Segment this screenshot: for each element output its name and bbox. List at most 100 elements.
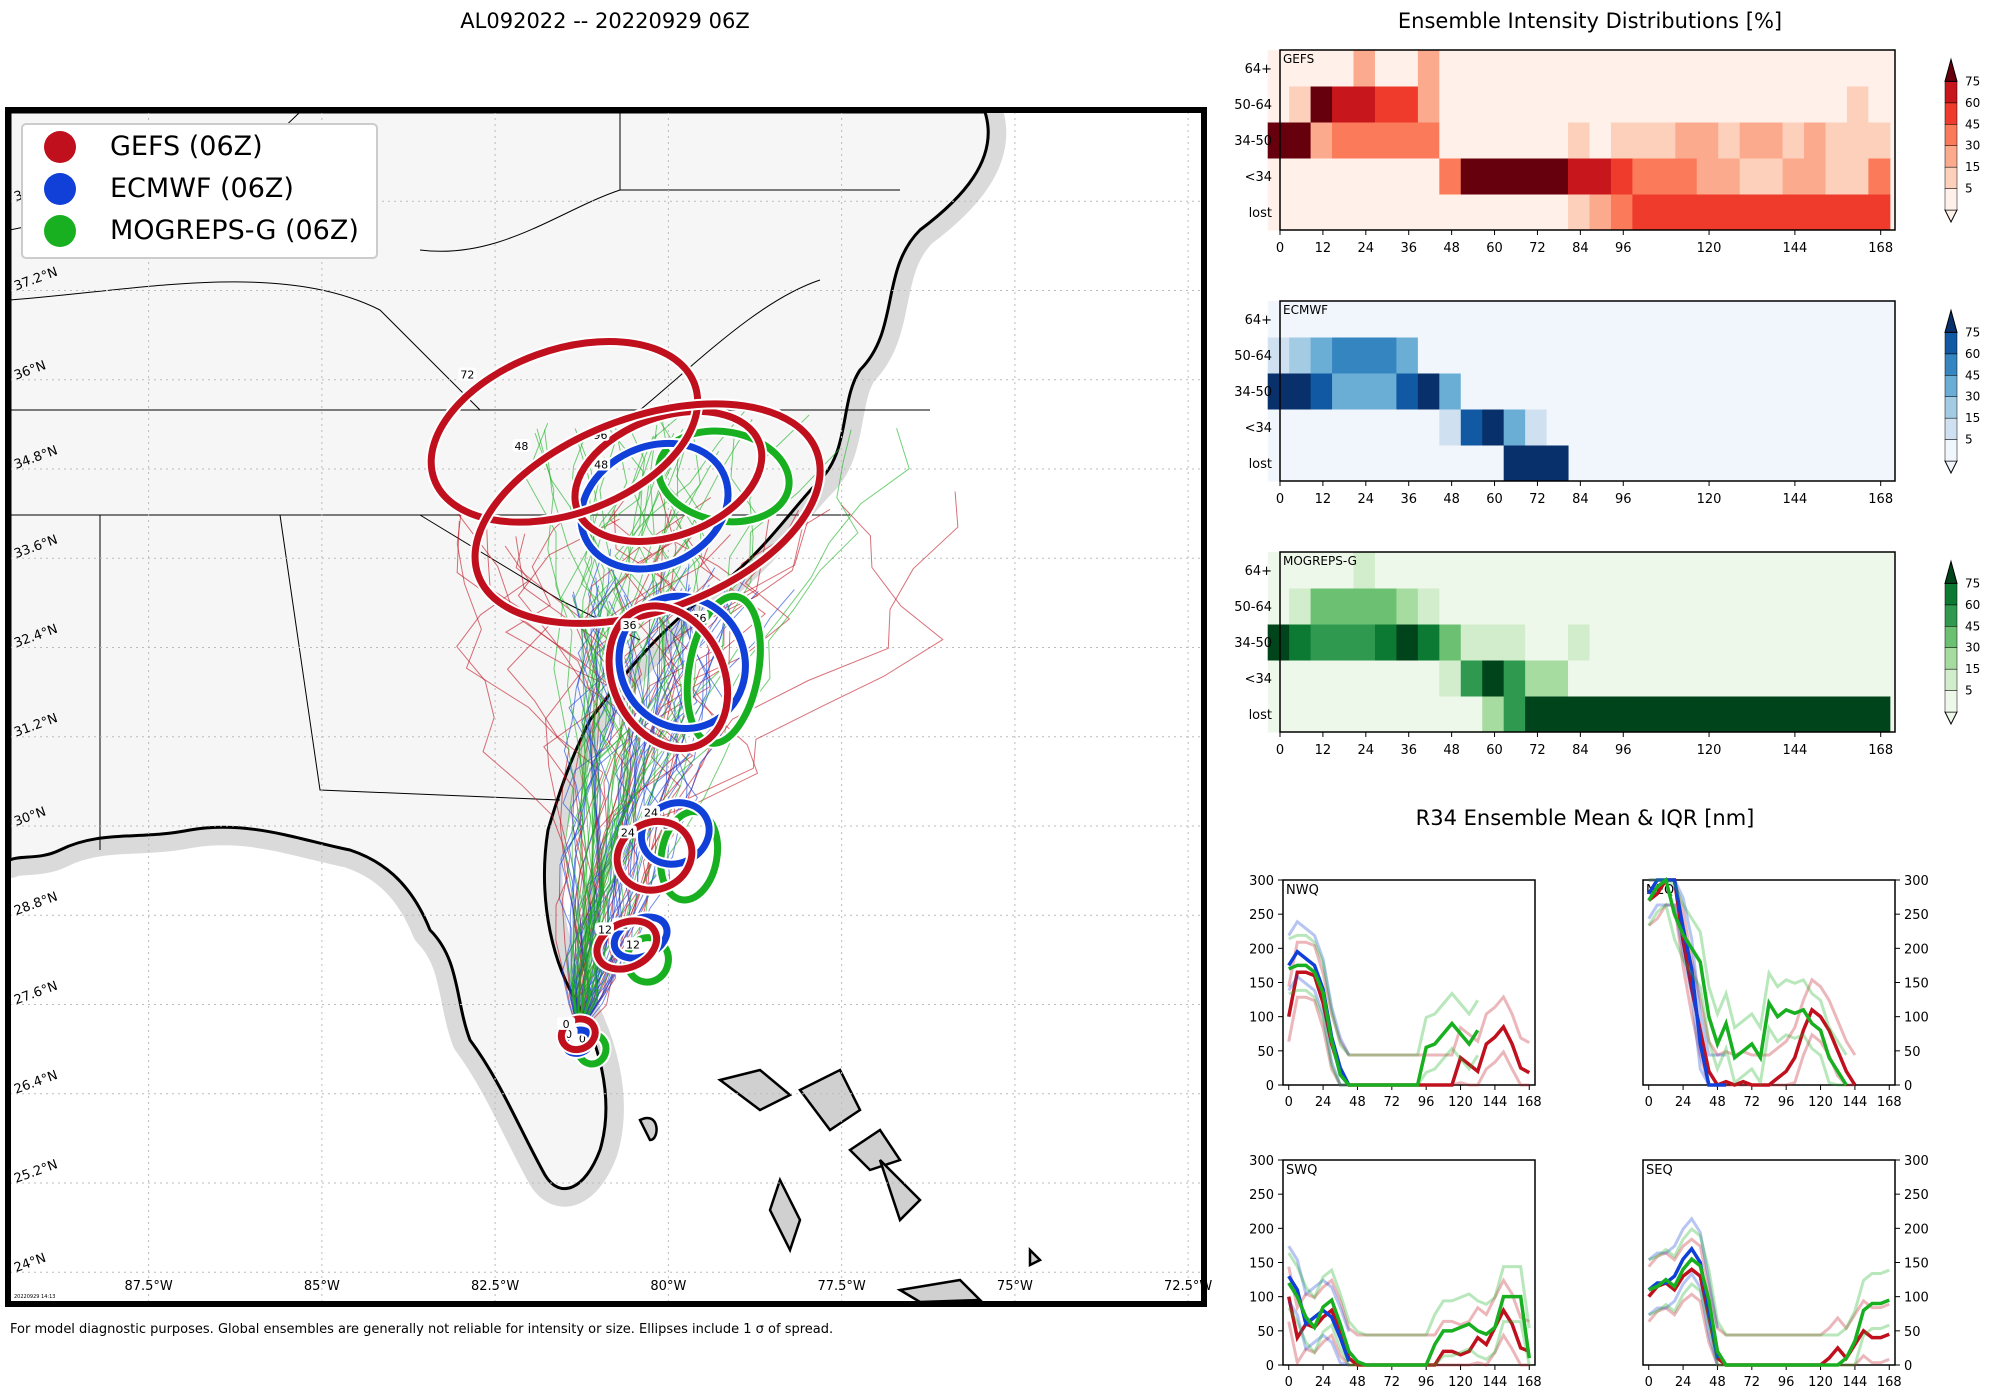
ellipse-hour-label: 48 <box>594 459 608 472</box>
heatmap-cell <box>1846 50 1869 87</box>
heatmap-cell <box>1610 158 1633 195</box>
heatmap-cell <box>1439 158 1462 195</box>
colorbar-tick-label: 75 <box>1965 74 1980 88</box>
heatmap-cell <box>1332 624 1355 661</box>
heatmap-cell <box>1460 624 1483 661</box>
heatmap-cell <box>1439 409 1462 446</box>
heatmap-cell <box>1846 660 1869 697</box>
heatmap-cell <box>1439 445 1462 482</box>
heatmap-cell <box>1739 552 1762 589</box>
heatmap-cell <box>1718 660 1741 697</box>
r34-xtick-label: 48 <box>1349 1095 1366 1110</box>
r34-xtick-label: 24 <box>1315 1375 1332 1390</box>
r34-ytick-label: 50 <box>1257 1325 1274 1340</box>
heatmap-cell <box>1267 86 1290 123</box>
heatmap-cell <box>1353 445 1376 482</box>
r34-iqr-lower <box>1287 974 1349 1087</box>
heatmap-frame <box>1279 551 1896 733</box>
heatmap-cell <box>1353 50 1376 87</box>
r34-xtick-label: 168 <box>1517 1095 1542 1110</box>
heatmap-cell <box>1653 194 1676 231</box>
r34-xtick-label: 24 <box>1315 1095 1332 1110</box>
heatmap-cell <box>1632 624 1655 661</box>
colorbar-tick-label: 15 <box>1965 160 1980 174</box>
lon-tick-label: 80°W <box>650 1279 686 1294</box>
heatmap-cell <box>1718 588 1741 625</box>
heatmap-cell <box>1353 624 1376 661</box>
ellipse-label-bg <box>595 922 614 936</box>
heatmap-cell <box>1825 696 1848 733</box>
ensemble-track <box>536 428 579 1035</box>
legend-ecmwf-marker <box>44 173 76 205</box>
colorbar-extend-high <box>1944 308 1958 333</box>
heatmap-cell <box>1653 588 1676 625</box>
heatmap-cell <box>1374 696 1397 733</box>
legend-gefs-label: GEFS (06Z) <box>110 131 263 162</box>
heatmap-xtick-label: 120 <box>1697 241 1722 256</box>
heatmap-cell <box>1417 588 1440 625</box>
colorbar-tick-label: 30 <box>1965 139 1980 153</box>
ellipse-label-bg <box>458 367 477 381</box>
heatmap-cell <box>1482 588 1505 625</box>
heatmap-cell <box>1289 158 1312 195</box>
r34-panel-nwq: NWQ 0 50 100 150 200 250 300 0 24 48 72 96 120 144 168 <box>1249 874 1542 1110</box>
r34-mean-line <box>1647 878 1857 1088</box>
spread-ellipse <box>577 439 732 573</box>
heatmap-cell <box>1696 624 1719 661</box>
heatmap-cell <box>1439 122 1462 159</box>
r34-ytick-label: 50 <box>1257 1045 1274 1060</box>
heatmap-cell <box>1653 158 1676 195</box>
r34-xtick-label: 24 <box>1675 1375 1692 1390</box>
heatmap-cell <box>1289 122 1312 159</box>
heatmap-cell <box>1546 301 1569 338</box>
heatmap-cell <box>1503 588 1526 625</box>
heatmap-cell <box>1439 86 1462 123</box>
ensemble-track <box>572 414 646 1035</box>
heatmap-cell <box>1610 86 1633 123</box>
heatmap-cell <box>1589 194 1612 231</box>
r34-ytick-label: 250 <box>1249 908 1274 923</box>
map-legend: GEFS (06Z) ECMWF (06Z) MOGREPS-G (06Z) <box>21 123 378 259</box>
heatmap-cell <box>1332 337 1355 374</box>
heatmap-cell <box>1439 552 1462 589</box>
colorbar-segment <box>1944 375 1958 397</box>
heatmap-cell <box>1396 122 1419 159</box>
heatmap-cell <box>1696 86 1719 123</box>
heatmap-cell <box>1546 194 1569 231</box>
heatmap-cell <box>1782 660 1805 697</box>
heatmap-cell <box>1718 122 1741 159</box>
heatmap-cell <box>1632 122 1655 159</box>
r34-ytick-label: 150 <box>1904 977 1929 992</box>
heatmap-xtick-label: 0 <box>1276 743 1284 758</box>
r34-iqr-upper <box>1287 1252 1531 1337</box>
r34-iqr-upper <box>1648 1226 1890 1337</box>
heatmap-cell <box>1439 660 1462 697</box>
heatmap-cell <box>1460 696 1483 733</box>
heatmap-cell <box>1482 194 1505 231</box>
heatmap-cell <box>1653 552 1676 589</box>
heatmap-cell <box>1439 301 1462 338</box>
heatmap-cell <box>1718 86 1741 123</box>
heatmap-row-label: 50-64 <box>1234 600 1272 615</box>
heatmap-cell <box>1589 624 1612 661</box>
heatmap-cell <box>1353 588 1376 625</box>
heatmap-cell <box>1782 122 1805 159</box>
colorbar-segment <box>1944 583 1958 606</box>
heatmap-panel-label: ECMWF <box>1283 303 1328 317</box>
heatmap-cell <box>1868 194 1891 231</box>
spread-ellipse <box>593 917 661 973</box>
heatmap-cell <box>1482 86 1505 123</box>
heatmap-cell <box>1525 301 1548 338</box>
ellipse-hour-label: 48 <box>514 440 528 453</box>
ellipse-label-bg <box>592 457 611 471</box>
heatmap-cell <box>1396 301 1419 338</box>
heatmap-cell <box>1267 660 1290 697</box>
heatmap-cell <box>1267 158 1290 195</box>
heatmap-xtick-label: 48 <box>1443 241 1460 256</box>
heatmap-xtick-label: 36 <box>1400 492 1417 507</box>
heatmap-cell <box>1439 373 1462 410</box>
legend-box <box>21 123 378 259</box>
heatmap-xtick-label: 12 <box>1315 241 1332 256</box>
r34-iqr-lower <box>1647 902 1847 1087</box>
